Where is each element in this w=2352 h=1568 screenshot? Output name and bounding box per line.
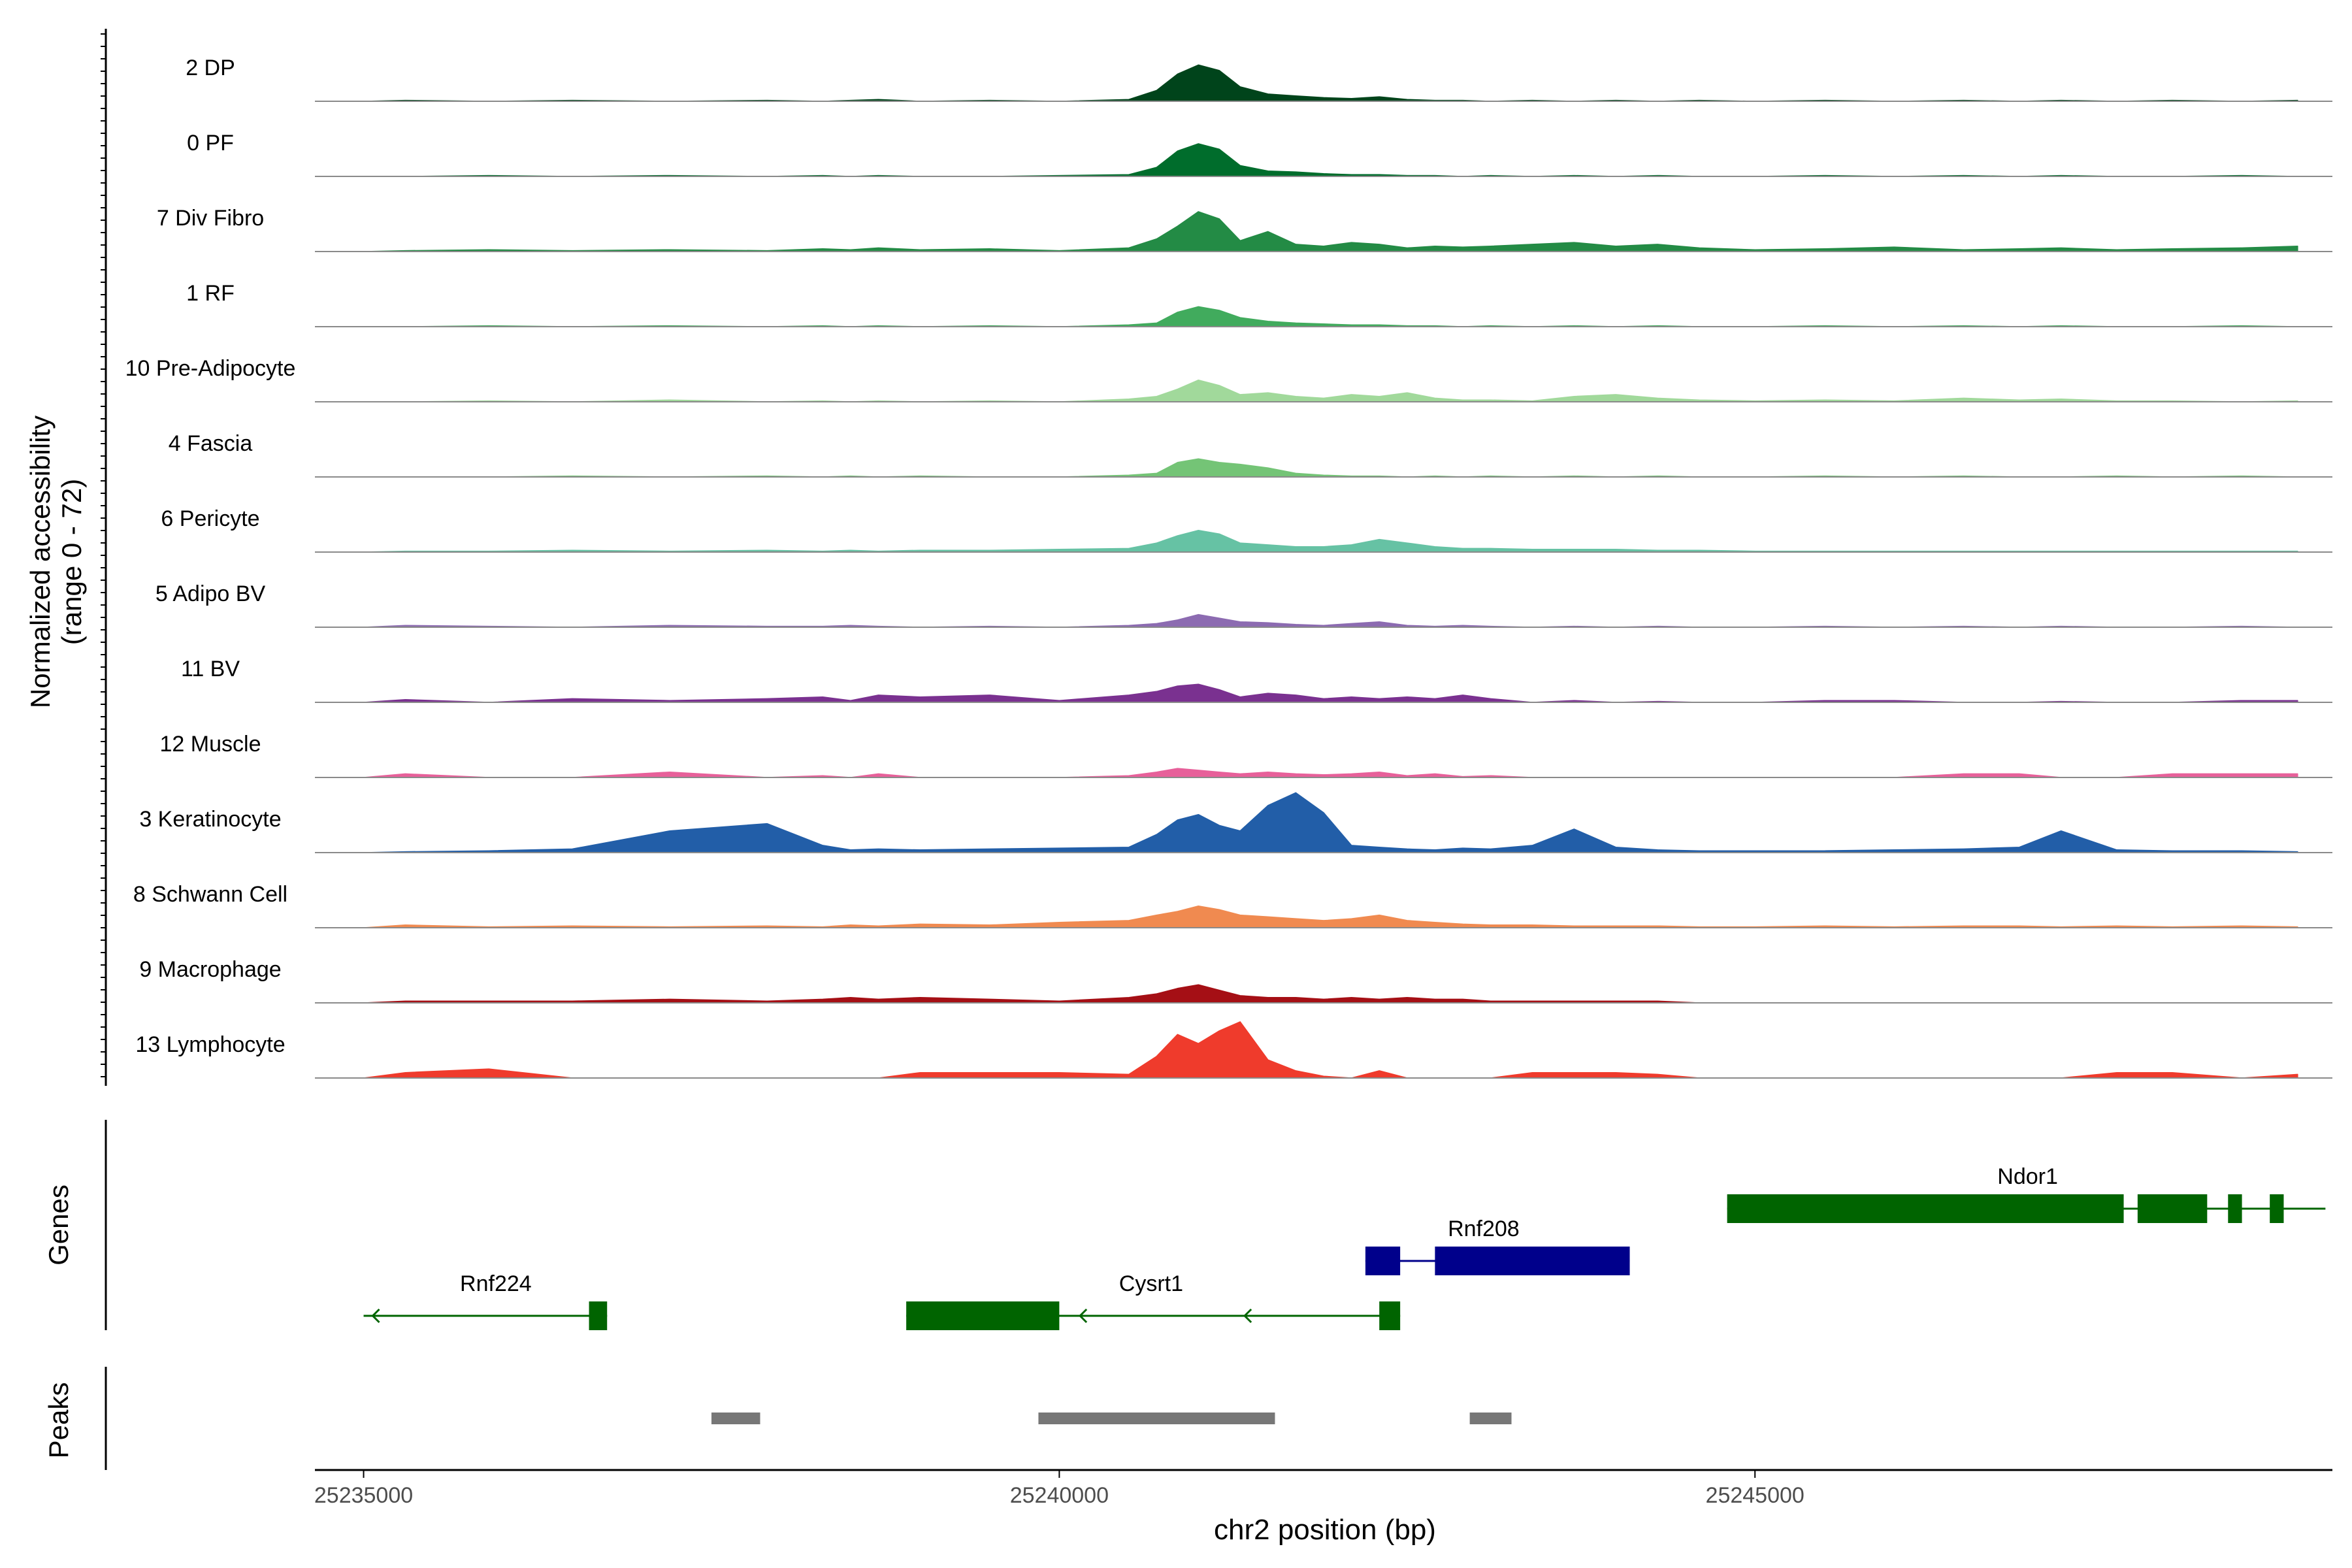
coverage-track: 0 PF <box>187 131 2332 177</box>
track-label: 8 Schwann Cell <box>133 882 287 907</box>
track-label: 7 Div Fibro <box>157 206 264 231</box>
coverage-y-axis-range: (range 0 - 72) <box>56 479 87 645</box>
gene-exon <box>1435 1247 1630 1275</box>
gene: Rnf208 <box>1365 1217 1630 1275</box>
coverage-track: 11 BV <box>181 657 2332 703</box>
coverage-area <box>363 529 2298 553</box>
coverage-area <box>363 458 2298 478</box>
gene-exon <box>1365 1247 1401 1275</box>
strand-chevron <box>1243 1308 1252 1324</box>
gene-exon <box>906 1301 1060 1330</box>
genes-panel: Rnf224 Cysrt1 Rnf208 Ndor1 <box>105 1120 2326 1330</box>
track-label: 13 Lymphocyte <box>135 1032 285 1057</box>
coverage-track: 2 DP <box>186 56 2332 102</box>
x-axis: 25235000 25240000 25245000 <box>314 1469 2332 1508</box>
coverage-area <box>363 379 2298 402</box>
track-label: 5 Adipo BV <box>155 581 266 606</box>
peaks-panel <box>105 1367 1512 1470</box>
coverage-area <box>363 306 2298 327</box>
coverage-panel: 2 DP 0 PF 7 Div Fibro 1 RF 10 Pre-Adipocyte 4… <box>101 29 2332 1086</box>
coverage-area <box>363 211 2298 252</box>
gene-label: Rnf208 <box>1448 1217 1520 1241</box>
track-label: 6 Pericyte <box>161 506 259 531</box>
gene-exon <box>1727 1194 2124 1223</box>
track-label: 3 Keratinocyte <box>139 807 281 832</box>
coverage-area <box>363 792 2298 853</box>
coverage-track: 12 Muscle <box>160 732 2332 778</box>
strand-chevron <box>371 1308 380 1324</box>
track-label: 11 BV <box>181 657 240 681</box>
gene-exon <box>589 1301 608 1330</box>
peaks-y-axis-title: Peaks <box>43 1382 74 1459</box>
coverage-track: 8 Schwann Cell <box>133 882 2332 928</box>
coverage-area <box>363 613 2298 628</box>
coverage-track: 4 Fascia <box>169 431 2332 478</box>
peak-region <box>1469 1413 1512 1424</box>
coverage-area <box>363 905 2298 928</box>
track-label: 9 Macrophage <box>139 957 281 982</box>
coverage-area <box>363 984 2298 1004</box>
coverage-area <box>363 143 2298 177</box>
coverage-track: 10 Pre-Adipocyte <box>125 356 2332 402</box>
coverage-track: 9 Macrophage <box>139 957 2332 1004</box>
strand-chevron <box>1078 1308 1088 1324</box>
track-label: 1 RF <box>186 281 235 306</box>
peak-region <box>1038 1413 1275 1424</box>
track-label: 10 Pre-Adipocyte <box>125 356 296 381</box>
gene: Cysrt1 <box>906 1271 1401 1330</box>
coverage-y-axis-title: Normalized accessibility <box>25 416 56 708</box>
gene-exon <box>2137 1194 2208 1223</box>
track-label: 4 Fascia <box>169 431 253 456</box>
coverage-track: 5 Adipo BV <box>155 581 2332 628</box>
coverage-track: 6 Pericyte <box>161 506 2332 553</box>
track-label: 2 DP <box>186 56 235 80</box>
gene-label: Ndor1 <box>1997 1164 2058 1189</box>
coverage-track: 1 RF <box>186 281 2332 327</box>
coverage-area <box>363 64 2298 102</box>
coverage-area <box>363 768 2298 778</box>
gene-exon <box>1379 1301 1401 1330</box>
peak-region <box>711 1413 760 1424</box>
gene-exon <box>2270 1194 2284 1223</box>
x-axis-tick-label: 25245000 <box>1706 1483 1805 1508</box>
gene-label: Rnf224 <box>460 1271 532 1296</box>
gene-exon <box>2228 1194 2242 1223</box>
genes-y-axis-title: Genes <box>43 1184 74 1266</box>
track-label: 12 Muscle <box>160 732 261 757</box>
x-axis-tick-label: 25240000 <box>1010 1483 1109 1508</box>
coverage-track: 13 Lymphocyte <box>135 1021 2332 1079</box>
gene: Ndor1 <box>1727 1164 2326 1223</box>
gene-label: Cysrt1 <box>1119 1271 1183 1296</box>
gene: Rnf224 <box>363 1271 608 1330</box>
coverage-track: 7 Div Fibro <box>157 206 2332 252</box>
coverage-track: 3 Keratinocyte <box>139 792 2332 853</box>
coverage-area <box>363 1021 2298 1079</box>
coverage-area <box>363 683 2298 703</box>
x-axis-title: chr2 position (bp) <box>1214 1514 1436 1546</box>
track-label: 0 PF <box>187 131 234 155</box>
x-axis-tick-label: 25235000 <box>314 1483 413 1508</box>
